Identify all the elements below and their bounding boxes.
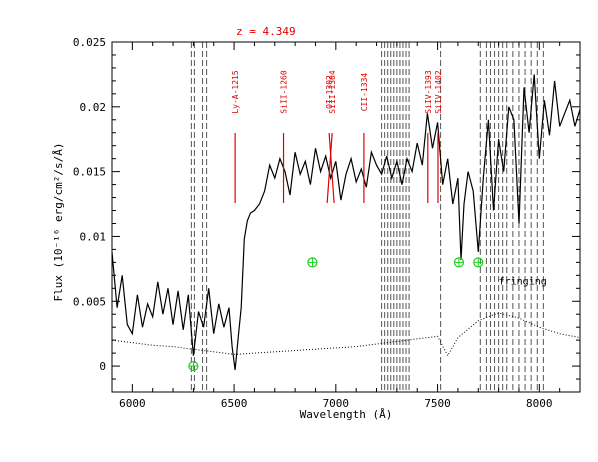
redshift-label: z = 4.349 [236, 25, 296, 38]
y-tick-label: 0.02 [80, 101, 107, 114]
telluric-marker-3 [473, 257, 484, 268]
y-tick-label: 0.01 [80, 230, 107, 243]
spectral-line-marker-2 [328, 132, 335, 204]
telluric-marker-0 [188, 360, 199, 372]
spectral-line-marker-3 [326, 132, 333, 204]
spectral-line-label-6: SiIV-1402 [434, 70, 443, 114]
spectral-line-label-4: CII-1334 [360, 73, 369, 112]
spectral-line-label-2: OI-1302 [325, 75, 334, 109]
x-tick-label: 7000 [323, 397, 350, 410]
y-tick-label: 0.015 [73, 166, 106, 179]
spectral-line-label-1: SiII-1260 [280, 70, 289, 114]
x-tick-label: 7500 [424, 397, 451, 410]
y-tick-label: 0.005 [73, 295, 106, 308]
x-tick-label: 6000 [119, 397, 146, 410]
error-spectrum-line [111, 312, 581, 357]
spectral-line-label-5: SiIV-1393 [424, 70, 433, 114]
spectrum-series [111, 74, 581, 371]
spectral-line-label-0: Ly-A-1215 [231, 70, 240, 114]
x-tick-label: 8000 [526, 397, 553, 410]
y-axis-label: Flux (10⁻¹⁶ erg/cm²/s/Å) [52, 143, 65, 302]
y-tick-label: 0.025 [73, 36, 106, 49]
x-axis-label: Wavelength (Å) [300, 408, 393, 421]
sky-lines [190, 42, 544, 392]
flux-spectrum-line [111, 74, 581, 371]
plot-frame [111, 41, 581, 393]
telluric-marker-2 [453, 257, 465, 268]
y-tick-label: 0 [99, 360, 106, 373]
x-tick-label: 6500 [221, 397, 248, 410]
axis-ticks: 6000 6500 7000 7500 8000 0 0.005 0.01 0.015 0.02 0… [73, 36, 581, 410]
telluric-markers [188, 257, 484, 372]
spectral-line-label-3: SiII-1304 [328, 70, 337, 114]
error-spectrum-series [111, 312, 581, 357]
fringing-annotation: fringing [499, 276, 547, 287]
telluric-marker-1 [307, 257, 318, 268]
